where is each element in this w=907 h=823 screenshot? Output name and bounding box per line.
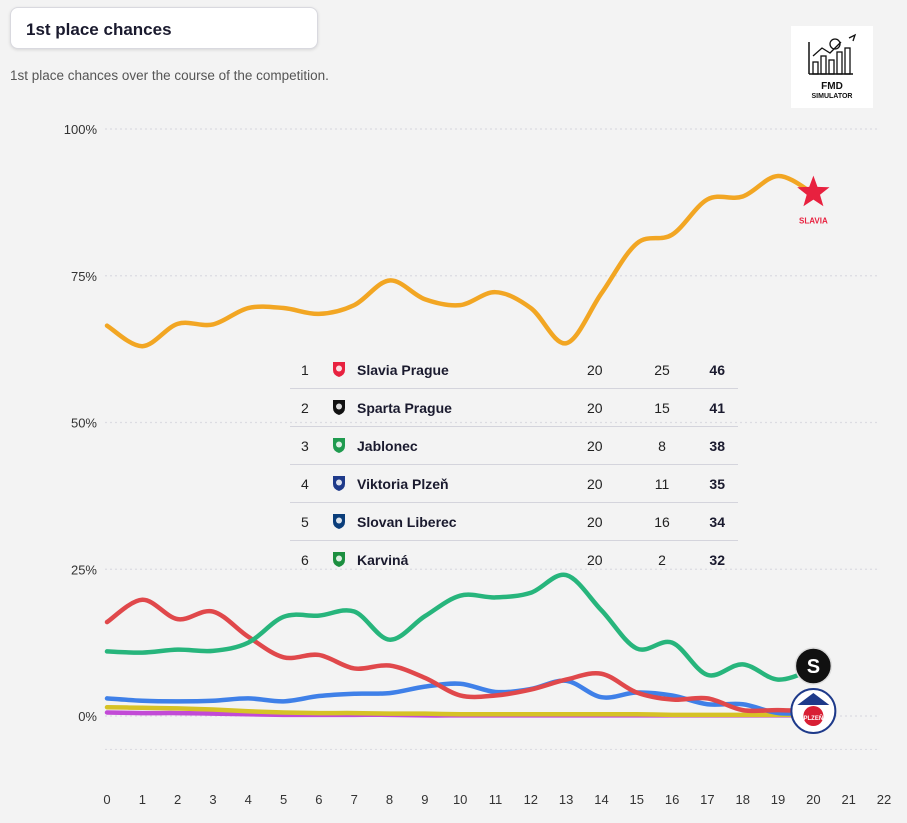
goal-diff-cell: 15 — [654, 400, 670, 416]
team-name: Slovan Liberec — [357, 514, 457, 530]
series-line-viktoria-plzen — [104, 678, 816, 716]
team-name: Viktoria Plzeň — [357, 476, 449, 492]
x-tick-label: 10 — [453, 792, 467, 807]
points-cell: 34 — [709, 514, 725, 530]
plzen-marker-label: PLZEŇ — [804, 714, 824, 722]
team-crest-icon — [330, 474, 348, 492]
team-crest-icon — [330, 436, 348, 454]
x-tick-label: 6 — [315, 792, 322, 807]
position-cell: 6 — [301, 552, 309, 568]
played-cell: 20 — [587, 438, 603, 454]
slavia-marker-label: SLAVIA — [799, 217, 828, 226]
chart-growth-icon — [808, 33, 857, 75]
position-cell: 3 — [301, 438, 309, 454]
points-cell: 32 — [709, 552, 725, 568]
x-tick-label: 18 — [735, 792, 749, 807]
table-row: 4 Viktoria Plzeň 20 11 35 — [290, 465, 738, 503]
x-tick-label: 21 — [841, 792, 855, 807]
x-tick-label: 4 — [245, 792, 252, 807]
goal-diff-cell: 8 — [658, 438, 666, 454]
goal-diff-cell: 25 — [654, 362, 670, 378]
chart-title: 1st place chances — [26, 20, 172, 39]
x-tick-label: 13 — [559, 792, 573, 807]
team-name: Jablonec — [357, 438, 418, 454]
played-cell: 20 — [587, 476, 603, 492]
logo-text-simulator: SIMULATOR — [811, 93, 853, 100]
table-row: 1 Slavia Prague 20 25 46 — [290, 351, 738, 389]
x-tick-label: 12 — [524, 792, 538, 807]
goal-diff-cell: 11 — [654, 476, 670, 492]
played-cell: 20 — [587, 400, 603, 416]
x-tick-label: 2 — [174, 792, 181, 807]
team-name: Sparta Prague — [357, 400, 452, 416]
x-tick-label: 15 — [630, 792, 644, 807]
x-tick-label: 20 — [806, 792, 820, 807]
points-cell: 46 — [709, 362, 725, 378]
x-tick-label: 1 — [139, 792, 146, 807]
points-cell: 41 — [709, 400, 725, 416]
x-tick-label: 14 — [594, 792, 608, 807]
table-row: 3 Jablonec 20 8 38 — [290, 427, 738, 465]
x-tick-label: 5 — [280, 792, 287, 807]
x-tick-label: 0 — [103, 792, 110, 807]
series-line-slovan-liberec — [104, 704, 816, 718]
series-line-jablonec — [104, 572, 816, 682]
table-row: 5 Slovan Liberec 20 16 34 — [290, 503, 738, 541]
team-name: Slavia Prague — [357, 362, 449, 378]
played-cell: 20 — [587, 514, 603, 530]
team-name: Karviná — [357, 552, 409, 568]
x-tick-label: 7 — [351, 792, 358, 807]
played-cell: 20 — [587, 552, 603, 568]
standings-table: 1 Slavia Prague 20 25 46 2 Sparta Prague 20 15 41… — [290, 351, 738, 578]
points-cell: 35 — [709, 476, 725, 492]
table-row: 6 Karviná 20 2 32 — [290, 541, 738, 578]
played-cell: 20 — [587, 362, 603, 378]
team-crest-icon — [330, 550, 348, 568]
x-tick-label: 17 — [700, 792, 714, 807]
x-tick-label: 11 — [489, 792, 503, 807]
team-crest-icon — [330, 398, 348, 416]
position-cell: 2 — [301, 400, 309, 416]
table-row: 2 Sparta Prague 20 15 41 — [290, 389, 738, 427]
plzen-crest-shield — [803, 706, 824, 726]
logo-text-fmd: FMD — [821, 81, 843, 92]
x-tick-label: 19 — [771, 792, 785, 807]
points-cell: 38 — [709, 438, 725, 454]
y-tick-label: 25% — [71, 562, 97, 577]
sparta-crest-icon — [794, 647, 833, 685]
title-box: 1st place chances — [10, 7, 318, 49]
team-crest-icon — [330, 360, 348, 378]
x-tick-label: 16 — [665, 792, 679, 807]
fmd-simulator-logo: FMD SIMULATOR — [791, 26, 873, 108]
y-tick-label: 50% — [71, 416, 97, 431]
y-tick-label: 0% — [78, 709, 97, 724]
y-tick-label: 100% — [64, 122, 98, 137]
sparta-marker-label: S — [807, 656, 820, 678]
slavia-star-icon — [797, 175, 830, 207]
goal-diff-cell: 16 — [654, 514, 670, 530]
chart-subtitle: 1st place chances over the course of the… — [10, 68, 329, 83]
team-crest-icon — [330, 512, 348, 530]
series-line-sparta-prague — [104, 597, 816, 714]
position-cell: 4 — [301, 476, 309, 492]
position-cell: 5 — [301, 514, 309, 530]
y-tick-label: 75% — [71, 269, 97, 284]
x-tick-label: 3 — [209, 792, 216, 807]
series-line-slavia-prague — [104, 173, 816, 349]
x-tick-label: 22 — [877, 792, 891, 807]
position-cell: 1 — [301, 362, 309, 378]
goal-diff-cell: 2 — [658, 552, 666, 568]
plzen-crest-top — [797, 693, 830, 705]
x-tick-label: 8 — [386, 792, 393, 807]
x-tick-label: 9 — [421, 792, 428, 807]
